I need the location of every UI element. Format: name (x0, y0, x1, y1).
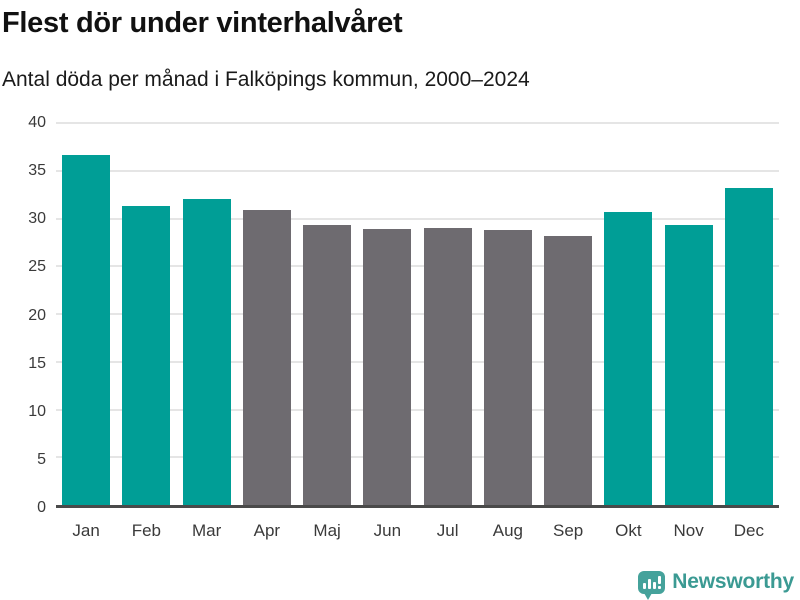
gridline-30 (56, 217, 779, 220)
x-tick-label-jun: Jun (373, 521, 402, 540)
y-tick-label-0: 0 (37, 499, 46, 516)
chart-subtitle: Antal döda per månad i Falköpings kommun… (2, 67, 530, 91)
bar-okt (604, 211, 653, 505)
bar-slot-apr (237, 123, 297, 505)
bar-nov (664, 225, 713, 505)
bar-slot-nov (659, 123, 719, 505)
bar-slot-aug (478, 123, 538, 505)
plot-area (56, 122, 779, 508)
x-tick-label-nov: Nov (673, 521, 704, 540)
brand-name: Newsworthy (672, 570, 794, 593)
y-tick-label-15: 15 (28, 354, 46, 372)
bar-slot-jun (357, 123, 417, 505)
x-tick-label-jul: Jul (436, 521, 459, 540)
x-tick-label-okt: Okt (615, 521, 642, 540)
y-tick-label-25: 25 (28, 258, 46, 276)
bar-aug (483, 229, 532, 505)
y-axis-labels: 0 5 10 15 20 25 30 35 40 (0, 115, 46, 516)
bar-slot-okt (598, 123, 658, 505)
gridline-35 (56, 169, 779, 172)
logo-bar-1 (642, 582, 646, 589)
logo-bar-2 (647, 578, 651, 589)
bar-slot-sep (538, 123, 598, 505)
bar-sep (544, 235, 593, 505)
gridline-15 (56, 360, 779, 363)
x-tick-label-jan: Jan (72, 521, 100, 540)
bar-slot-jul (418, 123, 478, 505)
y-tick-label-35: 35 (28, 162, 46, 180)
x-tick-label-aug: Aug (492, 521, 523, 540)
bar-mar (182, 199, 231, 505)
bar-jan (62, 154, 111, 505)
bar-maj (303, 225, 352, 505)
bar-slot-jan (56, 123, 116, 505)
y-tick-label-10: 10 (28, 402, 46, 420)
x-tick-label-maj: Maj (313, 521, 341, 540)
bar-dec (724, 187, 773, 505)
logo-exclamation (657, 575, 661, 589)
y-tick-label-20: 20 (28, 306, 46, 324)
bar-slot-maj (297, 123, 357, 505)
x-tick-label-feb: Feb (131, 521, 162, 540)
logo-bar-3 (652, 581, 656, 589)
x-tick-label-sep: Sep (553, 521, 584, 540)
bar-jun (363, 229, 412, 505)
x-tick-label-apr: Apr (253, 521, 281, 540)
newsworthy-logo-icon (638, 570, 666, 600)
chart-title: Flest dör under vinterhalvåret (2, 7, 403, 39)
gridline-40 (56, 122, 779, 124)
gridline-10 (56, 408, 779, 411)
y-tick-label-40: 40 (28, 114, 46, 131)
x-tick-label-dec: Dec (733, 521, 764, 540)
gridline-20 (56, 313, 779, 315)
gridline-25 (56, 265, 779, 268)
bar-slot-mar (177, 123, 237, 505)
bars (56, 123, 779, 505)
bar-jul (423, 228, 472, 505)
brand-footer: Newsworthy (638, 570, 794, 600)
bar-feb (122, 206, 171, 505)
bar-chart: 0 5 10 15 20 25 30 35 40 Jan Feb Mar Apr Maj Jun Jul Au… (0, 112, 800, 560)
chart-header: Flest dör under vinterhalvåret Antal död… (2, 6, 782, 92)
y-tick-label-5: 5 (37, 450, 46, 468)
gridline-5 (56, 456, 779, 459)
x-tick-label-mar: Mar (191, 521, 222, 540)
bar-slot-feb (116, 123, 176, 505)
x-axis-labels: Jan Feb Mar Apr Maj Jun Jul Aug Sep Okt Nov Dec (56, 519, 779, 543)
bar-apr (242, 209, 291, 505)
y-tick-label-30: 30 (28, 210, 46, 228)
bar-slot-dec (719, 123, 779, 505)
